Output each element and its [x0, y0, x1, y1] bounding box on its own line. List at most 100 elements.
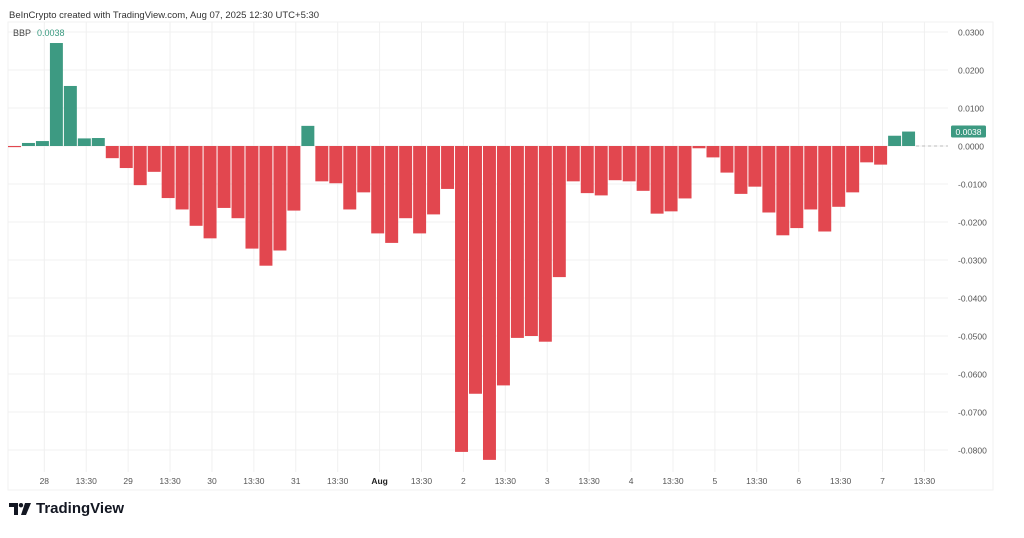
histogram-bar	[427, 146, 441, 215]
x-tick-label: 2	[461, 476, 466, 486]
histogram-bar	[371, 146, 385, 234]
histogram-bar	[482, 146, 496, 460]
histogram-bar	[175, 146, 189, 210]
x-tick-label: 7	[880, 476, 885, 486]
histogram-bar	[189, 146, 203, 226]
y-tick-label: -0.0100	[958, 180, 987, 190]
x-tick-label: 13:30	[495, 476, 517, 486]
histogram-bar	[441, 146, 455, 189]
histogram-bar	[818, 146, 832, 232]
histogram-bar	[245, 146, 259, 249]
histogram-bar	[538, 146, 552, 342]
histogram-bar	[734, 146, 748, 194]
histogram-bar	[455, 146, 469, 452]
histogram-bar	[385, 146, 399, 243]
x-tick-label: 29	[123, 476, 133, 486]
histogram-bar	[133, 146, 147, 186]
histogram-bar	[91, 138, 105, 146]
histogram-bar	[860, 146, 874, 163]
x-tick-label: 4	[629, 476, 634, 486]
histogram-bar	[496, 146, 510, 386]
x-tick-label: 5	[713, 476, 718, 486]
indicator-legend[interactable]: BBP 0.0038	[13, 28, 65, 38]
histogram-bar	[608, 146, 622, 181]
x-tick-label: 28	[40, 476, 50, 486]
histogram-bar	[105, 146, 119, 159]
y-tick-label: 0.0100	[958, 104, 984, 114]
tradingview-logo-text: TradingView	[36, 500, 125, 517]
y-tick-label: -0.0600	[958, 370, 987, 380]
y-tick-label: -0.0300	[958, 256, 987, 266]
x-tick-label: 13:30	[914, 476, 936, 486]
x-tick-label: 13:30	[76, 476, 98, 486]
x-tick-label: 6	[796, 476, 801, 486]
histogram-bar	[259, 146, 273, 266]
histogram-bar	[161, 146, 175, 199]
tradingview-logo[interactable]: TradingView	[9, 500, 124, 517]
x-tick-label: 30	[207, 476, 217, 486]
x-tick-label: 13:30	[662, 476, 684, 486]
last-value-label: 0.0038	[956, 127, 982, 137]
last-value-badge	[951, 125, 986, 138]
histogram-bar	[804, 146, 818, 210]
histogram-bar	[510, 146, 524, 338]
indicator-value: 0.0038	[37, 28, 65, 38]
histogram-bar	[413, 146, 427, 234]
histogram-bar	[217, 146, 231, 208]
histogram-bar	[315, 146, 329, 182]
x-tick-label: 13:30	[830, 476, 852, 486]
x-tick-label: 13:30	[746, 476, 768, 486]
histogram-bar	[650, 146, 664, 214]
y-tick-label: -0.0400	[958, 294, 987, 304]
histogram-bar	[231, 146, 245, 219]
histogram-bar	[762, 146, 776, 213]
y-tick-label: -0.0500	[958, 332, 987, 342]
x-tick-label: 13:30	[159, 476, 181, 486]
x-tick-label: 13:30	[411, 476, 433, 486]
histogram-bar	[147, 146, 161, 172]
histogram-bar	[119, 146, 133, 169]
chart-frame	[7, 21, 994, 491]
x-tick-label: 31	[291, 476, 301, 486]
y-tick-label: -0.0700	[958, 408, 987, 418]
x-tick-label: 3	[545, 476, 550, 486]
histogram-bar	[902, 131, 916, 146]
histogram-bar	[706, 146, 720, 158]
histogram-bar	[524, 146, 538, 336]
y-tick-label: 0.0300	[958, 28, 984, 38]
x-tick-label: Aug	[371, 476, 388, 486]
histogram-bar	[580, 146, 594, 194]
histogram-bar	[21, 142, 35, 146]
histogram-bar	[846, 146, 860, 193]
histogram-bar	[622, 146, 636, 182]
histogram-bar	[287, 146, 301, 211]
histogram-bar	[329, 146, 343, 184]
x-tick-label: 13:30	[327, 476, 349, 486]
histogram-bar	[776, 146, 790, 236]
histogram-bar	[594, 146, 608, 196]
histogram-bar	[8, 146, 21, 148]
y-tick-label: 0.0200	[958, 66, 984, 76]
histogram-bar	[678, 146, 692, 199]
x-tick-label: 13:30	[243, 476, 265, 486]
histogram-bar	[77, 138, 91, 146]
indicator-name: BBP	[13, 28, 32, 38]
histogram-bar	[399, 146, 413, 219]
histogram-bar	[63, 85, 77, 146]
y-tick-label: -0.0200	[958, 218, 987, 228]
histogram-bar	[301, 125, 315, 146]
histogram-bar	[343, 146, 357, 210]
histogram-bar	[692, 146, 706, 149]
histogram-bar	[35, 141, 49, 146]
x-tick-label: 13:30	[579, 476, 601, 486]
tradingview-logo-icon	[9, 502, 31, 515]
histogram-bar	[273, 146, 287, 251]
histogram-bar	[664, 146, 678, 212]
y-tick-label: 0.0000	[958, 142, 984, 152]
histogram-bar	[790, 146, 804, 229]
histogram-bar	[552, 146, 566, 278]
chart-attribution: BeInCrypto created with TradingView.com,…	[9, 10, 320, 21]
histogram-bar	[357, 146, 371, 193]
histogram-bar	[636, 146, 650, 191]
